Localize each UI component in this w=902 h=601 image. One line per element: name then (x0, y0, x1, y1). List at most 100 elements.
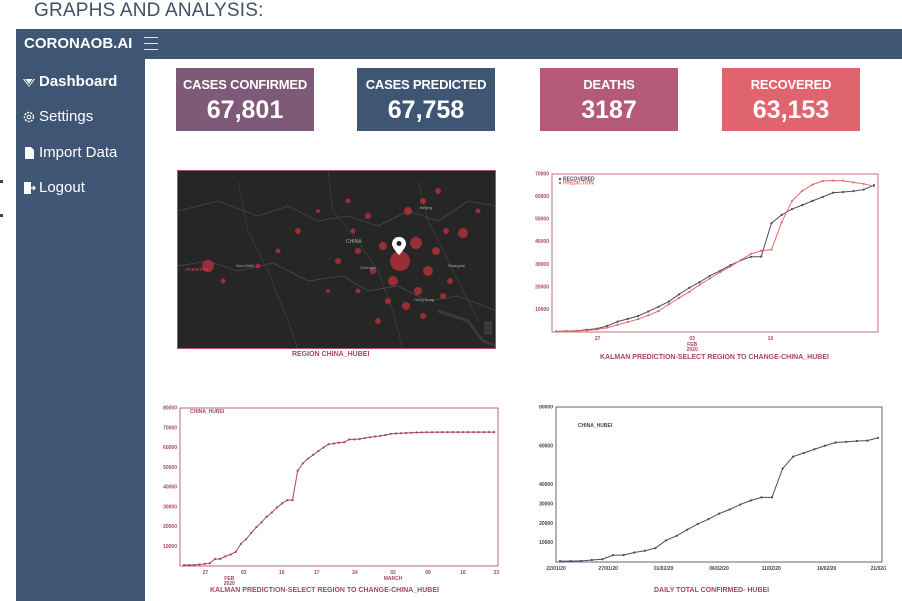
zoom-control[interactable] (484, 321, 492, 335)
y-tick-label: 40000 (535, 239, 549, 245)
card-value: 3187 (581, 96, 637, 124)
data-point (813, 448, 816, 451)
data-point (667, 300, 670, 303)
x-tick-label: 06/02/20 (709, 566, 729, 572)
data-point (239, 542, 242, 546)
plot-frame (555, 406, 883, 563)
data-point (441, 431, 444, 434)
y-tick-label: 20000 (539, 521, 553, 527)
data-point (461, 431, 465, 434)
card-deaths: DEATHS 3187 (540, 68, 678, 131)
data-point (633, 551, 636, 554)
data-point (580, 559, 583, 563)
brand-logo[interactable]: CORONAOB.AI (24, 35, 133, 52)
edge-marker (0, 214, 3, 217)
chart-caption: KALMAN PREDICTION-SELECT REGION TO CHANG… (210, 587, 439, 594)
data-point (643, 549, 646, 552)
data-point (707, 518, 710, 521)
data-point (255, 526, 258, 529)
sidebar: Dashboard Settings Import Data Logout (16, 59, 145, 601)
data-point (626, 317, 629, 321)
kalman-prediction-chart-top: 70000 60000 50000 40000 30000 20000 10000 27 03 1… (524, 170, 882, 352)
x-tick-label: 03 (689, 336, 695, 342)
data-point (322, 446, 325, 449)
data-point (348, 438, 351, 441)
data-point (626, 320, 629, 324)
data-point (845, 440, 848, 443)
data-point (585, 329, 588, 332)
data-point (729, 265, 732, 268)
data-point (749, 252, 753, 256)
data-point (436, 431, 439, 434)
x-axis-sublabel: 2020 (224, 581, 235, 585)
data-point (802, 451, 805, 455)
x-tick-label: 27 (203, 570, 209, 576)
card-value: 67,758 (387, 96, 465, 124)
chart-svg: 70000 60000 50000 40000 30000 20000 10000 27 03 1… (535, 172, 879, 352)
data-point (760, 255, 763, 258)
plot-frame (179, 407, 499, 567)
chart-caption: DAILY TOTAL CONFIRMED- HUBEI (654, 587, 770, 594)
legend-marker (558, 181, 562, 185)
data-point (636, 318, 640, 321)
data-point (842, 179, 845, 182)
data-point (569, 560, 572, 563)
series-line-china-hubei (184, 431, 495, 566)
y-tick-label: 20000 (163, 524, 177, 530)
data-point (492, 430, 496, 434)
map-label: New Delhi (236, 263, 254, 268)
data-point (389, 432, 392, 435)
hamburger-menu-icon[interactable] (144, 37, 158, 50)
data-point (203, 562, 206, 566)
map-pin-icon[interactable] (392, 237, 406, 255)
sidebar-item-logout[interactable]: Logout (22, 179, 85, 196)
y-tick-label: 80000 (539, 405, 553, 411)
series-line-china-hubei (560, 437, 879, 562)
data-point (601, 558, 604, 561)
kalman-prediction-chart-bottom: 80000 70000 60000 50000 40000 30000 20000 10000… (152, 403, 502, 586)
data-point (558, 560, 562, 563)
card-cases-confirmed: CASES CONFIRMED 67,801 (176, 68, 314, 131)
y-tick-label: 30000 (535, 262, 549, 268)
data-point (675, 534, 678, 537)
data-point (728, 508, 731, 511)
data-point (862, 188, 865, 191)
data-point (291, 499, 294, 502)
x-tick-label: 02 (390, 570, 396, 576)
data-point (487, 430, 490, 434)
card-cases-predicted: CASES PREDICTED 67,758 (357, 68, 495, 131)
data-point (374, 435, 377, 438)
data-point (467, 430, 470, 434)
card-label: RECOVERED (750, 77, 832, 92)
y-tick-label: 10000 (163, 544, 177, 550)
y-tick-label: 40000 (163, 485, 177, 491)
data-point (250, 531, 253, 535)
data-point (368, 436, 372, 439)
data-point (698, 281, 701, 284)
data-point (811, 199, 814, 202)
y-tick-label: 50000 (163, 465, 177, 471)
data-point (446, 431, 449, 434)
sidebar-item-settings[interactable]: Settings (22, 108, 93, 125)
x-tick-label: 01/02/20 (654, 566, 674, 572)
data-point (834, 441, 837, 444)
data-point (647, 310, 650, 313)
x-tick-label: 27/01/20 (598, 566, 618, 572)
data-point (229, 553, 232, 556)
data-point (842, 190, 845, 194)
data-point (792, 455, 795, 458)
sidebar-item-dashboard[interactable]: Dashboard (22, 73, 117, 90)
region-map[interactable]: PAKISTAN CHINA New Delhi Chengdu Beijing… (177, 170, 496, 349)
data-point (677, 293, 681, 296)
sidebar-item-import-data[interactable]: Import Data (22, 144, 117, 161)
data-point (719, 271, 722, 274)
data-point (696, 522, 699, 525)
data-point (565, 330, 568, 333)
data-point (616, 323, 619, 326)
y-tick-label: 70000 (535, 172, 549, 178)
data-point (379, 434, 382, 437)
map-canvas: PAKISTAN CHINA New Delhi Chengdu Beijing… (178, 171, 495, 348)
data-point (384, 433, 387, 437)
sidebar-item-label: Settings (39, 108, 94, 125)
